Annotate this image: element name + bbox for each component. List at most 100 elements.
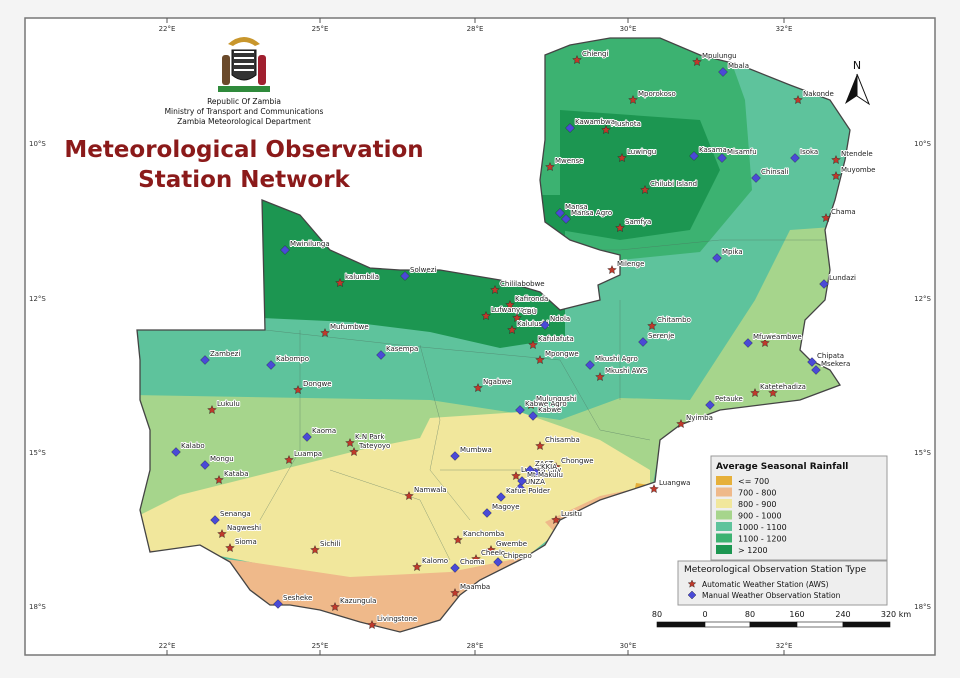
manual-station (807, 357, 817, 367)
aws-station (481, 310, 491, 321)
scale-label: 160 (789, 610, 804, 619)
legend-swatch (716, 476, 732, 485)
north-label: N (853, 59, 861, 72)
aws-station (505, 299, 515, 310)
longitude-label: 32°E (776, 25, 793, 33)
aws-station (217, 528, 227, 539)
latitude-label: 12°S (29, 295, 46, 303)
manual-station (540, 320, 550, 330)
manual-station (717, 153, 727, 163)
manual-station (280, 245, 290, 255)
legend-swatch (716, 533, 732, 543)
station-label: Misamfu (727, 148, 757, 156)
manual-station (493, 557, 503, 567)
manual-station (718, 67, 728, 77)
aws-station (572, 54, 582, 65)
aws-station (640, 184, 650, 195)
station-label: Ndola (550, 315, 570, 323)
aws-station (526, 399, 536, 410)
manual-station (712, 253, 722, 263)
stations: Chiengi Mpulungu Nakonde Mporokoso Mushota Lu… (171, 49, 876, 630)
station-label: Luwingu (627, 148, 656, 156)
station-label: Chinsali (761, 168, 789, 176)
aws-station (768, 387, 778, 398)
manual-station (450, 451, 460, 461)
station-label: Msekera (821, 360, 850, 368)
aws-station (535, 440, 545, 451)
legend-label: <= 700 (738, 477, 769, 486)
station-label: Kasama (699, 146, 727, 154)
station-label: Lukulu (217, 400, 240, 408)
aws-station (225, 542, 235, 553)
manual-station (482, 508, 492, 518)
legend-box (710, 455, 888, 561)
station-label: Mkushi AWS (605, 367, 648, 375)
manual-station (705, 400, 715, 410)
scale-bar: 80 0 80 160 240 320 km (652, 610, 911, 628)
station-label: Mufumbwe (330, 323, 369, 331)
station-label: Kabompo (276, 355, 309, 363)
legend-swatch (716, 499, 732, 508)
longitude-label: 25°E (312, 25, 329, 33)
aws-station (551, 514, 561, 525)
station-label: Mpulungu (702, 52, 737, 60)
header-text: Ministry of Transport and Communications (165, 107, 324, 116)
manual-station (811, 365, 821, 375)
aws-station (793, 94, 803, 105)
scale-label: 240 (835, 610, 850, 619)
station-label: Petauke (715, 395, 743, 403)
aws-station (335, 277, 345, 288)
manual-station (200, 355, 210, 365)
station-label: Mt.Makulu (527, 471, 563, 479)
station-label: UNZA (525, 478, 545, 486)
aws-station (615, 222, 625, 233)
station-label: Kabwe (538, 406, 561, 414)
manual-station (561, 214, 571, 224)
station-label: Chilubi Island (650, 180, 697, 188)
aws-station (486, 544, 496, 555)
legend-title: Average Seasonal Rainfall (716, 462, 848, 472)
station-label: Solwezi (410, 266, 436, 274)
manual-station (555, 208, 565, 218)
aws-station (831, 154, 841, 165)
manual-station (689, 151, 699, 161)
station-label: Sesheke (283, 594, 312, 602)
station-label: Lusaka City (521, 466, 561, 474)
province-borders (259, 239, 830, 561)
aws-station (450, 587, 460, 598)
station-label: K.N Park (355, 433, 385, 441)
station-label: Kataba (224, 470, 249, 478)
scale-label: 320 km (881, 610, 911, 619)
aws-station (349, 446, 359, 457)
scale-label: 80 (745, 610, 755, 619)
aws-station (750, 387, 760, 398)
station-label: KKIA (541, 463, 557, 471)
manual-station (450, 563, 460, 573)
latitude-label: 15°S (914, 449, 931, 457)
aws-station (345, 437, 355, 448)
station-label: Choma (460, 558, 485, 566)
manual-station (171, 447, 181, 457)
legend-label: 1000 - 1100 (738, 523, 787, 532)
aws-station (551, 461, 561, 472)
aws-station (617, 152, 627, 163)
aws-station (412, 561, 422, 572)
legend-label: 700 - 800 (738, 489, 777, 498)
station-label: Nyimba (686, 414, 713, 422)
manual-station (210, 515, 220, 525)
station-label: Mongu (210, 455, 234, 463)
station-label: Gwembe (496, 540, 527, 548)
station-label: Mansa (565, 203, 588, 211)
station-label: Chipata (817, 352, 844, 360)
aws-station (207, 404, 217, 415)
station-label: Ngabwe (483, 378, 511, 386)
latitude-label: 15°S (29, 449, 46, 457)
station-label: Maamba (460, 583, 490, 591)
legend-label: 1100 - 1200 (738, 535, 787, 544)
station-label: Mulungushi (536, 395, 576, 403)
manual-station (819, 279, 829, 289)
aws-station (607, 264, 617, 275)
legend-label: Manual Weather Observation Station (702, 591, 841, 600)
aws-station (471, 553, 481, 564)
